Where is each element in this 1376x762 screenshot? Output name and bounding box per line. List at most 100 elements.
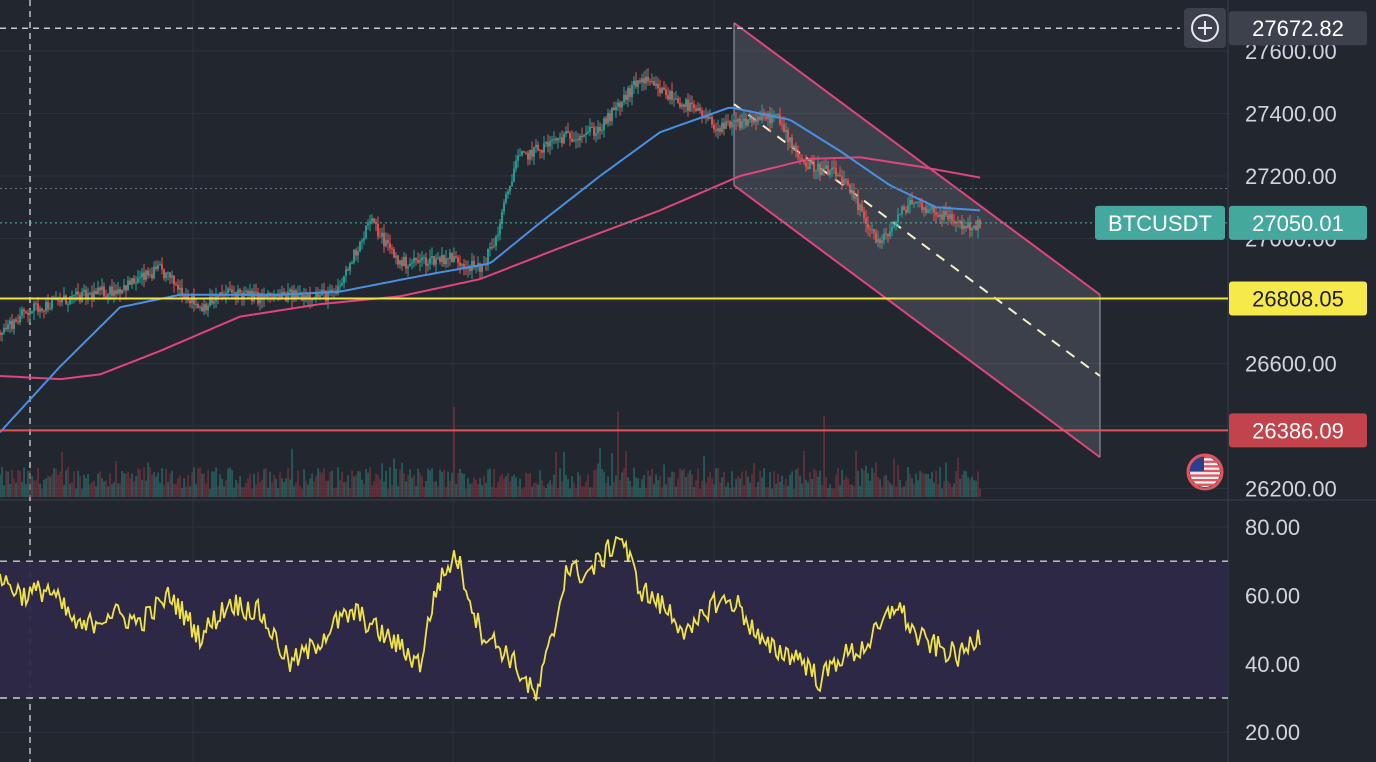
candle-body <box>713 124 715 130</box>
candle-body <box>451 252 453 263</box>
channel-midline <box>733 103 1101 377</box>
volume-bar <box>821 484 823 497</box>
candle-body <box>831 167 833 171</box>
volume-bar <box>325 480 327 497</box>
candle-body <box>937 214 939 217</box>
candle-body <box>11 320 13 330</box>
volume-bar <box>951 486 953 497</box>
flag-stripe <box>1189 483 1221 486</box>
volume-bar <box>121 470 123 497</box>
candle-body <box>711 116 713 125</box>
candle-body <box>409 263 411 267</box>
volume-bar <box>561 481 563 497</box>
volume-bar <box>919 470 921 497</box>
volume-bar <box>827 488 829 497</box>
candle-body <box>367 222 369 226</box>
volume-bar <box>497 481 499 497</box>
volume-bar <box>697 468 699 497</box>
volume-bar <box>387 488 389 497</box>
candle-body <box>957 222 959 224</box>
volume-bar <box>665 484 667 497</box>
plus-icon[interactable] <box>1191 14 1219 42</box>
volume-bar <box>719 482 721 497</box>
volume-bar <box>767 487 769 497</box>
volume-bar <box>545 487 547 497</box>
candle-body <box>143 272 145 280</box>
candle-body <box>155 266 157 269</box>
candle-body <box>349 263 351 271</box>
candle-body <box>845 179 847 181</box>
candle-body <box>353 250 355 263</box>
candle-body <box>679 102 681 107</box>
volume-bar <box>377 475 379 497</box>
candle-body <box>255 291 257 293</box>
candle-body <box>365 225 367 239</box>
volume-bar <box>635 477 637 497</box>
volume-bar <box>865 465 867 497</box>
candle-body <box>835 168 837 177</box>
add-alert-button[interactable] <box>1184 8 1226 48</box>
candle-body <box>597 127 599 134</box>
volume-bar <box>15 482 17 497</box>
candle-body <box>183 296 185 299</box>
candle-body <box>967 222 969 229</box>
volume-bar <box>931 471 933 497</box>
rsi-tick-label: 40.00 <box>1245 652 1300 677</box>
volume-bar <box>581 486 583 497</box>
volume-bar <box>547 483 549 497</box>
volume-bar <box>317 468 319 497</box>
candle-body <box>537 144 539 151</box>
candle-body <box>261 293 263 300</box>
volume-bar <box>955 471 957 497</box>
volume-bar <box>833 488 835 497</box>
candle-body <box>643 78 645 84</box>
volume-bar <box>727 482 729 497</box>
candle-body <box>193 294 195 305</box>
candle-body <box>677 98 679 103</box>
candle-body <box>159 264 161 266</box>
candle-body <box>383 232 385 247</box>
candle-body <box>285 294 287 301</box>
candle-body <box>821 168 823 176</box>
candle-body <box>663 87 665 90</box>
volume-bar <box>615 475 617 497</box>
volume-bar <box>269 471 271 497</box>
volume-bar <box>645 487 647 497</box>
candle-body <box>843 179 845 185</box>
candle-body <box>593 127 595 136</box>
volume-bar <box>869 480 871 497</box>
volume-bar <box>247 478 249 497</box>
volume-bar <box>487 469 489 497</box>
candle-body <box>529 149 531 160</box>
candle-body <box>941 214 943 220</box>
volume-bar <box>125 473 127 497</box>
candle-body <box>59 300 61 303</box>
candle-body <box>179 287 181 290</box>
rsi-tick-label: 80.00 <box>1245 515 1300 540</box>
volume-bar <box>273 474 275 497</box>
volume-bar <box>279 472 281 497</box>
volume-bar <box>715 468 717 497</box>
candle-body <box>923 207 925 211</box>
candle-body <box>491 247 493 249</box>
candle-body <box>913 203 915 205</box>
volume-bar <box>281 478 283 497</box>
candle-body <box>965 225 967 229</box>
candle-body <box>611 107 613 122</box>
candle-body <box>119 289 121 294</box>
resistance-price-tag: 26808.05 <box>1252 286 1344 311</box>
candle-body <box>89 292 91 294</box>
candle-body <box>673 99 675 101</box>
volume-bar <box>837 468 839 497</box>
candle-body <box>147 270 149 276</box>
candle-body <box>817 163 819 171</box>
volume-bar <box>437 486 439 497</box>
volume-bar <box>895 486 897 497</box>
volume-bar <box>825 476 827 497</box>
volume-bar <box>449 480 451 497</box>
volume-bar <box>733 487 735 497</box>
candle-body <box>127 280 129 291</box>
volume-bar <box>313 482 315 497</box>
candle-body <box>449 252 451 260</box>
